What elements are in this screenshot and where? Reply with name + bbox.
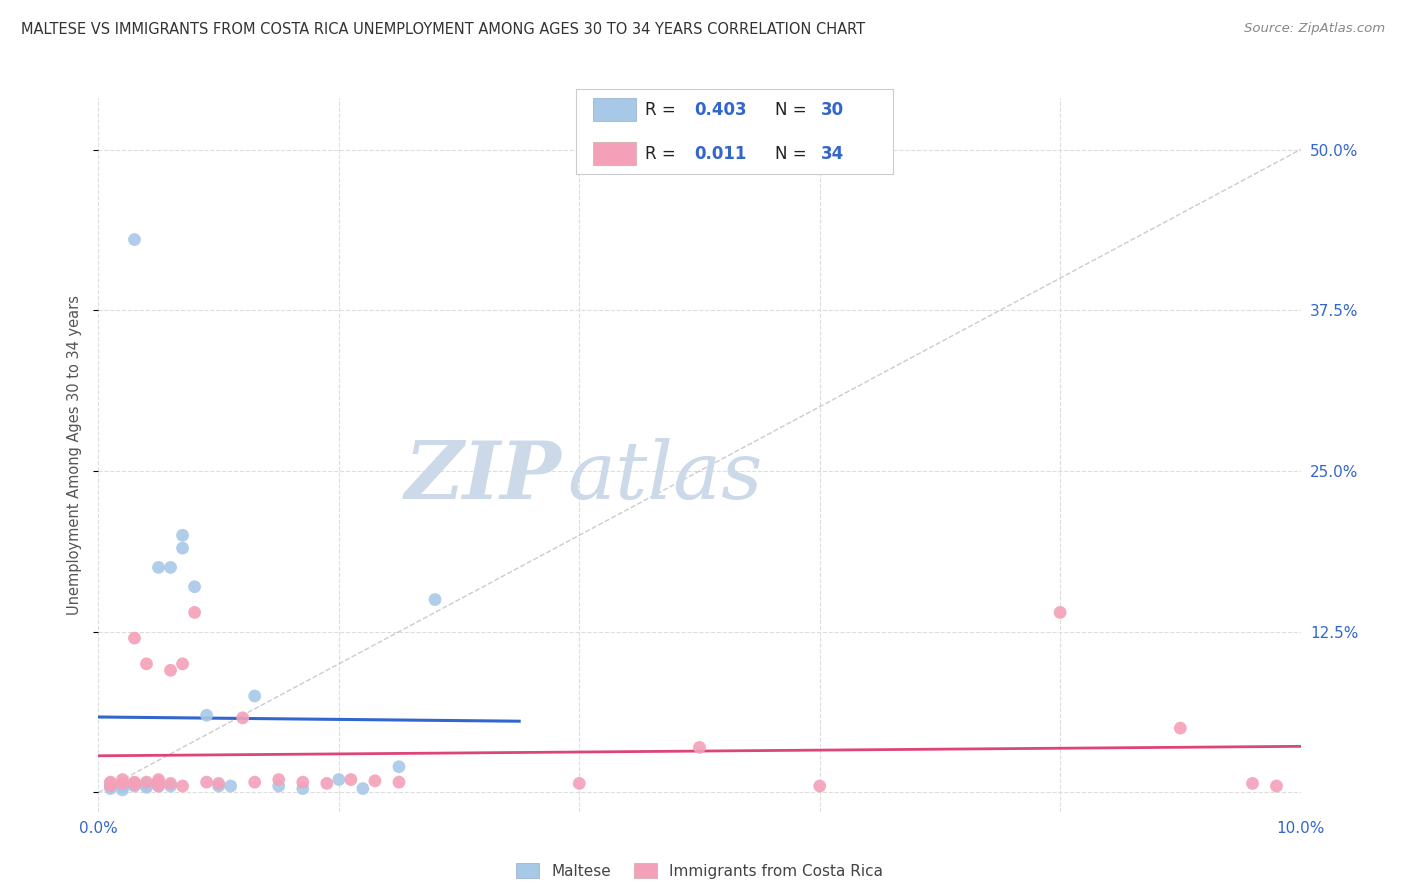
Point [195,708,218,723]
Point [148,775,170,789]
Point [124,778,146,792]
Point [291,775,314,789]
Text: R =: R = [645,101,682,119]
Text: N =: N = [775,101,811,119]
Point [183,606,205,620]
Point [689,740,711,755]
Point [148,779,170,793]
Text: atlas: atlas [567,438,762,515]
Point [243,689,266,703]
Point [172,541,194,556]
Point [291,781,314,796]
Point [135,779,157,793]
Point [208,779,231,793]
Point [111,772,134,787]
Point [267,779,290,793]
Point [100,776,122,790]
Point [315,776,337,790]
Point [208,776,231,790]
Point [1241,776,1264,790]
Point [124,779,146,793]
Point [135,776,157,790]
Point [388,775,411,789]
Point [135,780,157,795]
Point [232,711,254,725]
Point [111,778,134,792]
Point [388,760,411,774]
Text: MALTESE VS IMMIGRANTS FROM COSTA RICA UNEMPLOYMENT AMONG AGES 30 TO 34 YEARS COR: MALTESE VS IMMIGRANTS FROM COSTA RICA UN… [21,22,865,37]
Point [135,657,157,671]
Point [243,775,266,789]
Point [195,775,218,789]
Text: 34: 34 [821,145,845,162]
Point [172,779,194,793]
Point [135,775,157,789]
Point [568,776,591,790]
Point [172,528,194,542]
Point [148,779,170,793]
Text: ZIP: ZIP [405,438,561,515]
Text: N =: N = [775,145,811,162]
Point [148,772,170,787]
Point [100,775,122,789]
Point [148,560,170,574]
Text: Source: ZipAtlas.com: Source: ZipAtlas.com [1244,22,1385,36]
Point [328,772,350,787]
Point [124,233,146,247]
Point [1265,779,1288,793]
Point [159,776,181,790]
Point [124,778,146,792]
Point [352,781,374,796]
Point [124,775,146,789]
Point [111,782,134,797]
Text: 0.403: 0.403 [695,101,747,119]
Point [111,776,134,790]
Point [1170,721,1192,735]
Point [808,779,831,793]
Point [267,772,290,787]
Y-axis label: Unemployment Among Ages 30 to 34 years: Unemployment Among Ages 30 to 34 years [67,295,83,615]
Text: R =: R = [645,145,686,162]
Point [100,779,122,793]
Legend: Maltese, Immigrants from Costa Rica: Maltese, Immigrants from Costa Rica [509,855,890,886]
Point [100,779,122,793]
Point [124,776,146,790]
Point [100,781,122,796]
Point [159,779,181,793]
Point [159,560,181,574]
Point [219,779,242,793]
Point [340,772,363,787]
Point [124,631,146,645]
Point [111,780,134,795]
Point [159,663,181,677]
Text: 0.011: 0.011 [695,145,747,162]
Point [183,580,205,594]
Point [423,592,446,607]
Point [364,773,387,788]
Point [1049,606,1071,620]
Text: 30: 30 [821,101,844,119]
Point [172,657,194,671]
